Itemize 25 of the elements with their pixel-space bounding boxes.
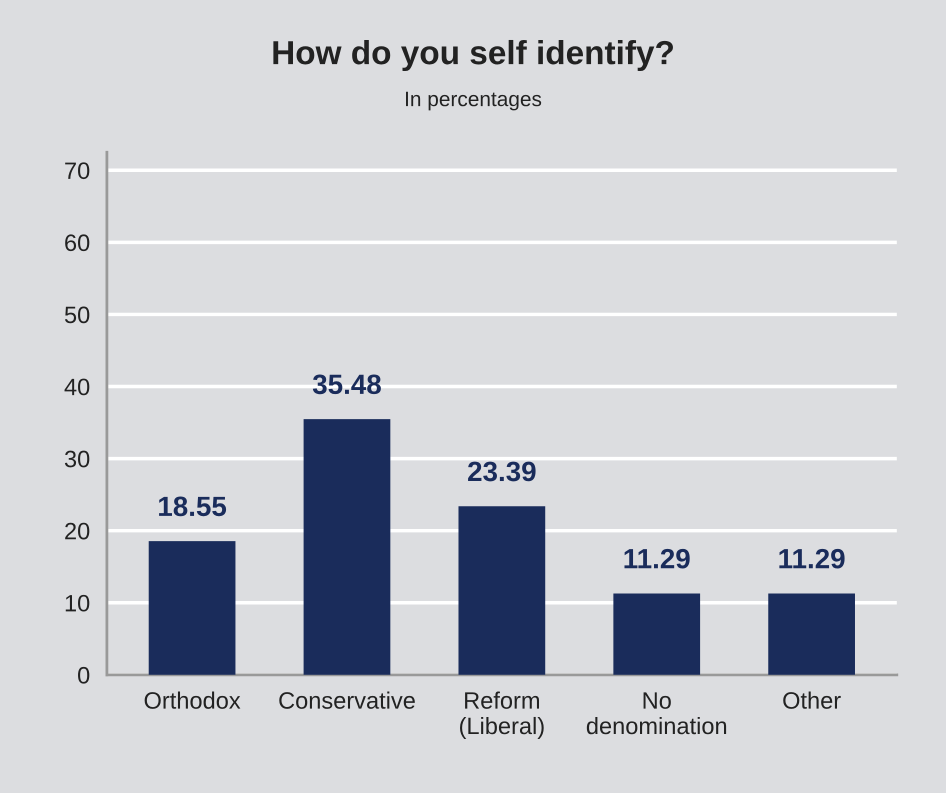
y-tick-label: 10 [66, 594, 90, 612]
chart-subtitle: In percentages [406, 92, 542, 110]
bar [768, 593, 855, 675]
chart-title: How do you self identify? [273, 40, 673, 72]
x-tick-label: No denomination [586, 692, 726, 734]
y-tick-label: 40 [64, 378, 90, 396]
data-label: 11.29 [779, 548, 845, 569]
data-label: 18.55 [159, 496, 226, 516]
x-tick-label: Orthodox [144, 692, 240, 709]
data-label: 23.39 [468, 462, 536, 482]
y-tick-label: 70 [65, 162, 90, 180]
bar [304, 419, 390, 675]
y-tick-label: 20 [65, 522, 90, 540]
y-tick-label: 0 [78, 666, 90, 684]
bar [148, 541, 236, 675]
data-label: 35.48 [312, 374, 381, 394]
data-label: 11.29 [624, 548, 690, 569]
x-tick-label: Other [783, 692, 841, 709]
y-tick-label: 30 [64, 450, 90, 468]
x-tick-label: Reform (Liberal) [460, 692, 544, 739]
bar [458, 506, 546, 675]
y-tick-label: 50 [64, 306, 90, 324]
x-tick-label: Conservative [279, 692, 415, 709]
bar [613, 593, 700, 675]
y-tick-label: 60 [65, 234, 90, 252]
